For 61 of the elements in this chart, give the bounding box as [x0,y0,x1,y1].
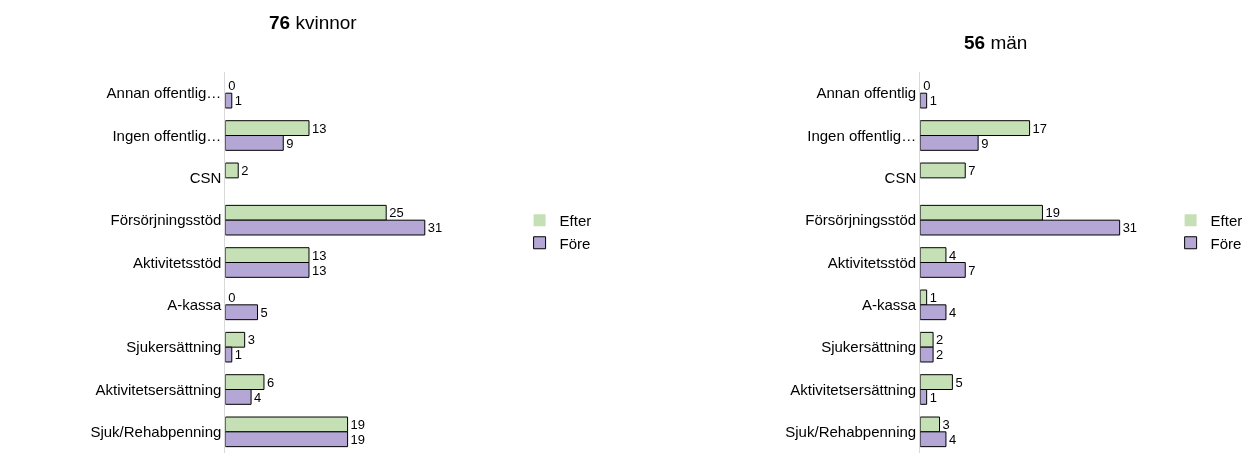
data-label: 5 [955,374,963,390]
legend-label: Efter [559,212,592,230]
data-label: 19 [1045,205,1060,221]
data-label: 7 [968,262,976,278]
y-tick-label: Sjuk/Rehabpenning [785,423,917,441]
data-label: 19 [350,431,366,447]
y-tick-label: A-kassa [167,296,223,314]
y-tick-label: Sjukersättning [821,338,917,356]
data-label: 4 [948,247,957,263]
y-tick-label: Ingen offentlig… [807,126,917,144]
y-tick-label: Sjukersättning [126,338,222,356]
data-label: 25 [389,205,404,221]
y-tick-label: Annan offentlig [816,84,917,102]
data-label: 1 [234,93,242,109]
y-tick-label: Annan offentlig… [106,84,222,102]
y-tick-label: CSN [189,169,222,187]
y-tick-label: Ingen offentlig… [112,126,222,144]
data-label: 0 [228,78,236,94]
legend-label: Före [559,234,591,252]
data-label: 19 [350,417,365,433]
data-label: 4 [254,389,262,405]
data-label: 0 [228,290,236,306]
data-label: 2 [241,163,249,179]
data-label: 3 [942,417,950,433]
data-label: 7 [968,163,976,179]
y-tick-label: Försörjningsstöd [805,211,917,229]
y-tick-label: Aktivitetsstöd [132,253,222,271]
data-label: 1 [929,290,937,306]
data-label: 5 [260,304,268,320]
data-label: 1 [929,389,937,405]
data-label: 31 [1122,220,1138,236]
data-label: 6 [266,374,275,390]
chart-title: 76 kvinnor [269,12,358,33]
data-label: 1 [234,347,243,363]
data-label: 13 [311,120,327,136]
data-label: 4 [948,431,957,447]
y-tick-label: Sjuk/Rehabpenning [90,423,222,441]
data-label: 13 [311,262,327,278]
y-tick-label: CSN [884,169,917,187]
y-tick-label: Aktivitetsstöd [827,253,917,271]
data-label: 2 [936,347,944,363]
bar [920,162,966,179]
data-label: 4 [948,304,957,320]
y-tick-label: Aktivitetsersättning [790,380,917,398]
data-label: 0 [923,78,931,94]
bar [225,304,259,321]
data-label: 31 [427,220,443,236]
y-tick-label: Försörjningsstöd [110,211,222,229]
data-label: 17 [1032,120,1048,136]
data-label: 9 [286,135,294,151]
data-label: 1 [929,93,937,109]
bar [225,162,239,179]
y-tick-label: A-kassa [862,296,917,314]
legend-label: Efter [1210,212,1243,230]
data-label: 2 [936,332,944,348]
chart-title: 56 män [964,32,1028,53]
data-label: 13 [311,247,327,263]
legend-label: Före [1210,234,1242,252]
data-label: 9 [981,135,989,151]
data-label: 3 [247,332,255,348]
y-tick-label: Aktivitetsersättning [95,380,222,398]
